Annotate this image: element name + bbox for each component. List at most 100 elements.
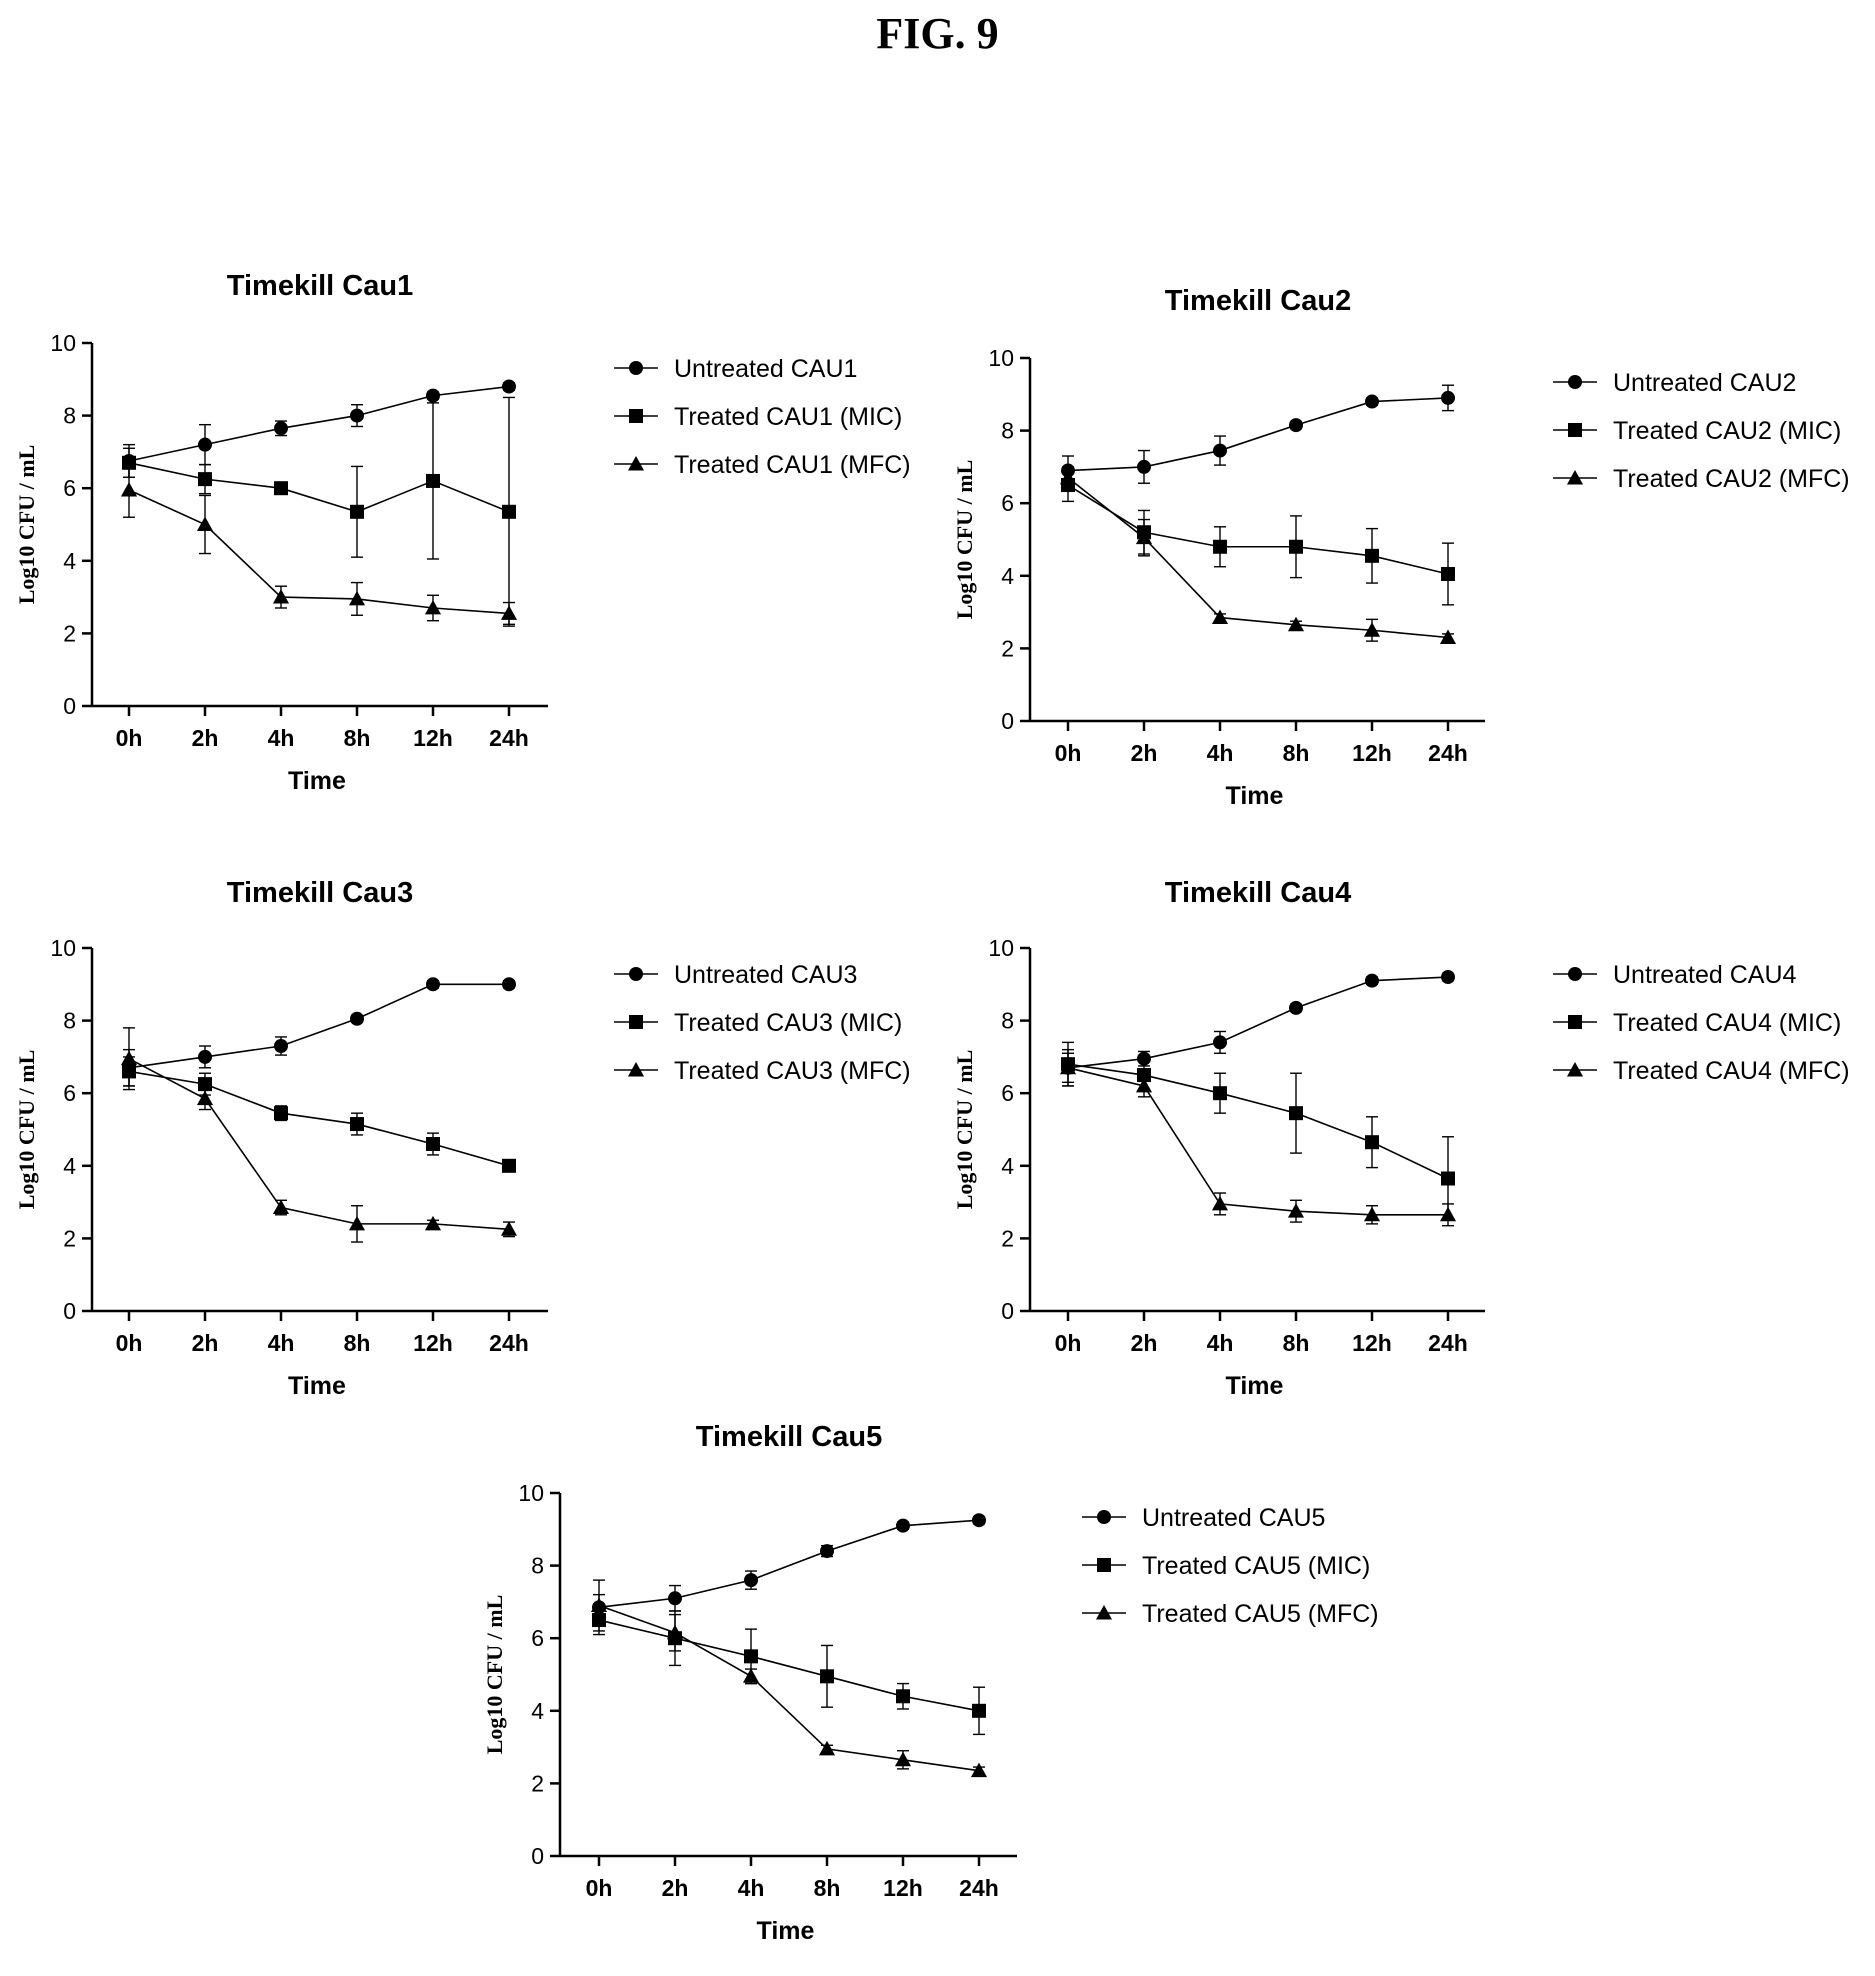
legend-label: Untreated CAU2 [1613, 369, 1796, 397]
data-point [1289, 539, 1303, 554]
y-axis-label: Log10 CFU / mL [14, 1050, 39, 1210]
series-circle [1061, 970, 1455, 1087]
x-tick-label: 24h [959, 1875, 999, 1901]
y-tick-label: 8 [1001, 418, 1014, 444]
legend-marker-triangle [1566, 469, 1584, 485]
legend-label: Treated CAU1 (MFC) [674, 451, 911, 479]
data-point [274, 421, 288, 436]
legend-marker-circle [1568, 375, 1582, 389]
data-point [972, 1703, 986, 1718]
series-triangle [120, 462, 518, 626]
chart-title: Timekill Cau4 [1165, 877, 1351, 909]
data-point [426, 1137, 440, 1152]
x-tick-label: 24h [489, 725, 529, 751]
series-square [592, 1608, 986, 1736]
y-axis-label: Log10 CFU / mL [952, 1050, 977, 1210]
x-axis-label: Time [288, 767, 346, 795]
y-tick-label: 0 [1001, 1298, 1014, 1324]
data-point [502, 504, 516, 519]
legend-label: Treated CAU5 (MFC) [1142, 1600, 1379, 1628]
data-point [350, 408, 364, 423]
series-circle [122, 977, 516, 1087]
x-tick-label: 12h [413, 1330, 453, 1356]
series-line [128, 462, 510, 513]
x-tick-label: 4h [738, 1875, 765, 1901]
data-point [1439, 1206, 1457, 1222]
data-point [1365, 394, 1379, 409]
data-point [744, 1649, 758, 1664]
y-tick-label: 8 [63, 403, 76, 429]
data-point [1137, 459, 1151, 474]
legend-label: Untreated CAU3 [674, 961, 857, 989]
data-point [1365, 1135, 1379, 1150]
data-point [896, 1518, 910, 1533]
data-point [274, 1106, 288, 1121]
data-point [894, 1751, 912, 1767]
y-tick-label: 10 [988, 345, 1014, 371]
x-axis-label: Time [288, 1372, 346, 1400]
series-line [598, 1604, 980, 1772]
y-tick-label: 6 [63, 1080, 76, 1106]
y-tick-label: 4 [63, 548, 76, 574]
series-line [128, 983, 509, 1069]
data-point [1441, 566, 1455, 581]
x-tick-label: 2h [1131, 740, 1158, 766]
x-axis-label: Time [1226, 782, 1284, 810]
y-tick-label: 6 [63, 475, 76, 501]
x-tick-label: 0h [586, 1875, 613, 1901]
y-tick-label: 6 [1001, 490, 1014, 516]
x-tick-label: 2h [192, 725, 219, 751]
x-tick-label: 24h [1428, 1330, 1468, 1356]
y-tick-label: 0 [531, 1843, 544, 1869]
data-point [820, 1544, 834, 1559]
x-tick-label: 2h [1131, 1330, 1158, 1356]
data-point [350, 1011, 364, 1026]
data-point [1441, 970, 1455, 985]
series-triangle [1059, 1052, 1457, 1227]
series-line [1067, 484, 1449, 575]
data-point [972, 1513, 986, 1528]
y-tick-label: 2 [63, 1225, 76, 1251]
data-point [818, 1740, 836, 1756]
series-triangle [120, 1027, 518, 1243]
x-tick-label: 12h [1352, 740, 1392, 766]
series-line [1067, 976, 1449, 1069]
series-square [1061, 1041, 1455, 1221]
y-tick-label: 10 [518, 1480, 544, 1506]
data-point [1135, 529, 1153, 545]
y-axis-label: Log10 CFU / mL [952, 460, 977, 620]
data-point [198, 472, 212, 487]
x-tick-label: 8h [1283, 1330, 1310, 1356]
y-tick-label: 8 [63, 1008, 76, 1034]
legend-marker-circle [629, 967, 643, 981]
data-point [502, 379, 516, 394]
data-point [744, 1573, 758, 1588]
data-point [500, 1221, 518, 1236]
legend-marker-square [1568, 423, 1582, 437]
chart-4: Timekill Cau4 0 2 4 6 8 10 0h 2h 4h 8h 12h 24h Time Lo… [952, 877, 1850, 1400]
data-point [1135, 1077, 1153, 1093]
y-tick-label: 0 [63, 1298, 76, 1324]
legend-marker-circle [1568, 967, 1582, 981]
data-point [198, 1049, 212, 1064]
legend-marker-triangle [1566, 1061, 1584, 1077]
chart-title: Timekill Cau1 [227, 270, 413, 302]
y-tick-label: 0 [1001, 708, 1014, 734]
series-line [598, 1619, 980, 1712]
data-point [426, 473, 440, 488]
data-point [1289, 1000, 1303, 1015]
series-line [128, 489, 510, 615]
series-triangle [590, 1593, 988, 1778]
legend-label: Untreated CAU1 [674, 355, 857, 383]
series-line [1067, 477, 1449, 639]
data-point [1211, 1195, 1229, 1211]
chart-title: Timekill Cau3 [227, 877, 413, 909]
x-tick-label: 4h [268, 1330, 295, 1356]
data-point [424, 1215, 442, 1231]
data-point [668, 1591, 682, 1606]
legend-label: Treated CAU4 (MFC) [1613, 1057, 1850, 1085]
data-point [590, 1597, 608, 1612]
chart-title: Timekill Cau2 [1165, 285, 1351, 317]
series-line [128, 1058, 510, 1231]
